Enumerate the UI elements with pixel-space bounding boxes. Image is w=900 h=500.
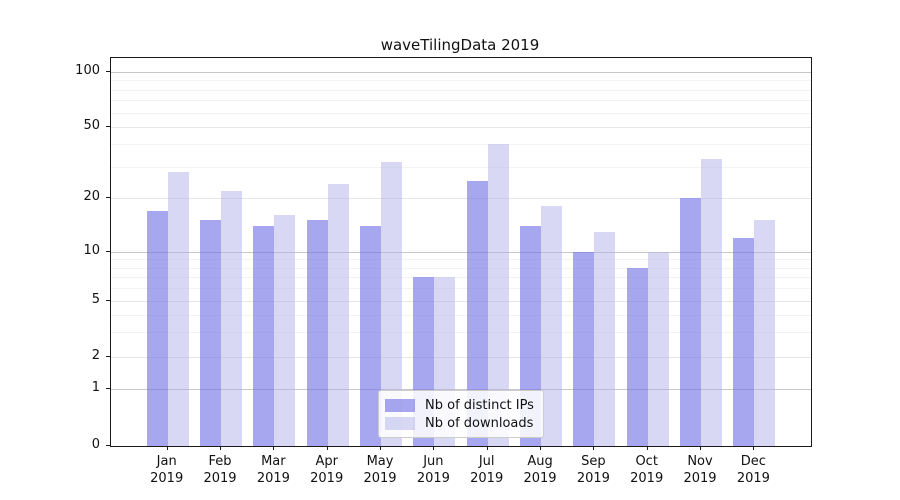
y-tick-20 <box>106 197 110 198</box>
bar-downloads-aug <box>541 206 563 446</box>
x-tick-jul <box>486 446 488 450</box>
x-tick-jun <box>433 446 435 450</box>
y-tick-label-1: 1 <box>91 380 100 395</box>
x-tick-label-nov: Nov 2019 <box>683 454 717 486</box>
x-tick-jan <box>166 446 168 450</box>
y-tick-0 <box>106 445 110 446</box>
x-tick-label-jun: Jun 2019 <box>416 454 450 486</box>
x-tick-aug <box>540 446 542 450</box>
x-tick-nov <box>700 446 702 450</box>
gridline-70 <box>111 100 811 102</box>
y-tick-label-10: 10 <box>83 243 100 258</box>
bar-distinct-ips-may <box>360 225 382 446</box>
bar-downloads-jul <box>487 144 509 446</box>
gridline-5 <box>111 301 811 302</box>
x-tick-label-dec: Dec 2019 <box>736 454 770 486</box>
x-tick-label-aug: Aug 2019 <box>523 454 557 486</box>
bar-downloads-jan <box>167 171 189 446</box>
gridline-40 <box>111 144 811 146</box>
y-tick-100 <box>106 71 110 72</box>
gridline-100 <box>111 72 811 73</box>
gridline-20 <box>111 198 811 199</box>
bar-distinct-ips-oct <box>626 267 648 446</box>
bar-downloads-feb <box>221 190 243 446</box>
x-tick-apr <box>326 446 328 450</box>
gridline-30 <box>111 166 811 168</box>
gridline-90 <box>111 80 811 82</box>
y-tick-label-20: 20 <box>83 189 100 204</box>
y-tick-label-2: 2 <box>91 348 100 363</box>
bar-downloads-dec <box>754 220 776 446</box>
bar-downloads-sep <box>594 231 616 446</box>
gridline-9 <box>111 259 811 261</box>
x-tick-label-jul: Jul 2019 <box>470 454 504 486</box>
bar-distinct-ips-nov <box>680 198 702 446</box>
x-tick-label-apr: Apr 2019 <box>310 454 344 486</box>
x-tick-label-oct: Oct 2019 <box>630 454 664 486</box>
y-tick-label-50: 50 <box>83 118 100 133</box>
gridline-80 <box>111 89 811 91</box>
x-tick-label-sep: Sep 2019 <box>576 454 610 486</box>
bar-downloads-may <box>381 161 403 446</box>
bar-distinct-ips-sep <box>573 252 595 446</box>
x-tick-sep <box>593 446 595 450</box>
y-tick-label-5: 5 <box>91 292 100 307</box>
legend-swatch-downloads <box>385 416 415 430</box>
x-tick-label-feb: Feb 2019 <box>203 454 237 486</box>
x-tick-label-mar: Mar 2019 <box>256 454 290 486</box>
y-tick-label-0: 0 <box>91 437 100 452</box>
legend: Nb of distinct IPs Nb of downloads <box>378 390 544 438</box>
bar-distinct-ips-apr <box>306 220 328 446</box>
legend-item-downloads: Nb of downloads <box>385 416 537 431</box>
gridline-50 <box>111 127 811 128</box>
y-tick-2 <box>106 356 110 357</box>
legend-label-distinct-ips: Nb of distinct IPs <box>425 397 534 413</box>
bar-downloads-apr <box>327 183 349 446</box>
x-tick-mar <box>273 446 275 450</box>
bar-distinct-ips-dec <box>733 237 755 446</box>
x-tick-label-jan: Jan 2019 <box>150 454 184 486</box>
bar-distinct-ips-jul <box>466 180 488 446</box>
gridline-8 <box>111 267 811 269</box>
legend-item-distinct-ips: Nb of distinct IPs <box>385 398 537 413</box>
bar-distinct-ips-feb <box>200 220 222 446</box>
gridline-4 <box>111 314 811 316</box>
bar-downloads-nov <box>701 159 723 446</box>
y-tick-label-100: 100 <box>75 63 100 78</box>
x-tick-may <box>380 446 382 450</box>
y-tick-5 <box>106 300 110 301</box>
bar-distinct-ips-mar <box>253 225 275 446</box>
x-tick-feb <box>220 446 222 450</box>
bar-downloads-oct <box>647 252 669 446</box>
bar-downloads-mar <box>274 215 296 446</box>
y-tick-50 <box>106 126 110 127</box>
x-tick-oct <box>646 446 648 450</box>
gridline-3 <box>111 332 811 334</box>
legend-swatch-distinct-ips <box>385 398 415 412</box>
bar-distinct-ips-jan <box>146 210 168 446</box>
chart-title: waveTilingData 2019 <box>380 36 540 54</box>
plot-area <box>110 57 812 447</box>
gridline-60 <box>111 112 811 114</box>
y-tick-10 <box>106 251 110 252</box>
legend-label-downloads: Nb of downloads <box>425 415 534 431</box>
x-tick-dec <box>753 446 755 450</box>
gridline-7 <box>111 277 811 279</box>
gridline-10 <box>111 252 811 253</box>
gridline-2 <box>111 357 811 358</box>
gridline-6 <box>111 288 811 290</box>
x-tick-label-may: May 2019 <box>363 454 397 486</box>
gridline-1 <box>111 389 811 390</box>
y-tick-1 <box>106 388 110 389</box>
